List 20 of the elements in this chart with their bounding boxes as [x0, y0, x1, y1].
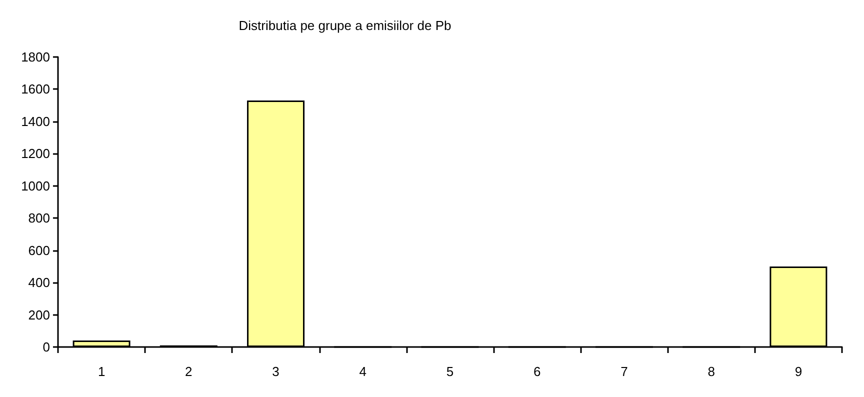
- x-tick-label: 8: [708, 364, 715, 379]
- y-tick-label: 600: [28, 242, 50, 258]
- x-tick-label: 1: [98, 364, 106, 379]
- x-tick-label: 7: [620, 364, 628, 379]
- y-tick-label: 1200: [21, 146, 50, 162]
- x-tick-label: 5: [446, 364, 454, 379]
- y-tick-label: 800: [28, 210, 50, 226]
- x-tick-label: 3: [272, 364, 280, 379]
- y-tick-label: 1400: [21, 114, 50, 129]
- x-tick-label: 2: [185, 364, 192, 379]
- y-tick-label: 0: [42, 340, 50, 354]
- y-tick-label: 200: [28, 307, 50, 322]
- y-tick-label: 1600: [21, 82, 50, 97]
- x-tick-label: 9: [794, 364, 802, 379]
- y-tick-label: 1800: [21, 50, 50, 64]
- chart-title: Distributia pe grupe a emisiilor de Pb: [238, 18, 452, 33]
- x-tick-label: 4: [359, 364, 367, 379]
- y-tick-label: 400: [28, 275, 50, 290]
- x-tick-label: 6: [533, 364, 541, 379]
- y-tick-label: 1000: [21, 178, 50, 194]
